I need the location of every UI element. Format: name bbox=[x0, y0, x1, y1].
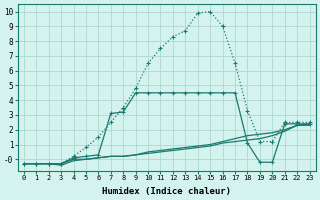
X-axis label: Humidex (Indice chaleur): Humidex (Indice chaleur) bbox=[102, 187, 231, 196]
